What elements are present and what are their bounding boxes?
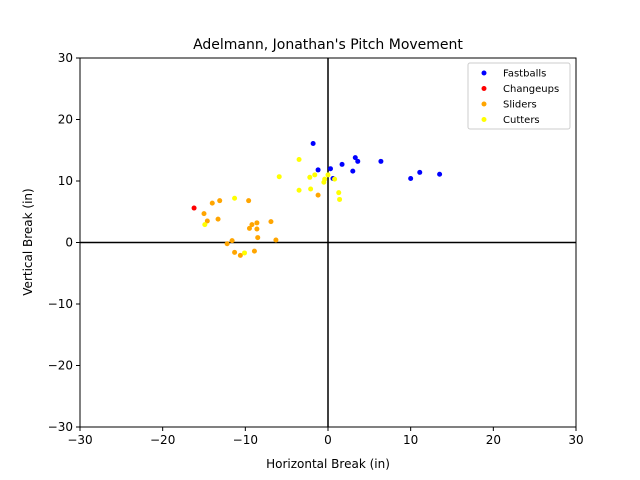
data-point bbox=[325, 172, 331, 178]
data-point bbox=[268, 219, 274, 225]
x-tick-label: −10 bbox=[233, 433, 258, 447]
data-point bbox=[310, 140, 316, 146]
x-tick-label: 30 bbox=[568, 433, 583, 447]
data-point bbox=[307, 174, 313, 180]
y-tick-label: −10 bbox=[48, 297, 73, 311]
data-point bbox=[224, 241, 230, 247]
zero-lines bbox=[80, 58, 576, 427]
legend-label: Changeups bbox=[503, 84, 559, 95]
x-tick-label: −20 bbox=[150, 433, 175, 447]
data-point bbox=[251, 248, 257, 254]
data-point bbox=[312, 172, 318, 178]
data-point bbox=[255, 235, 261, 241]
legend-marker bbox=[481, 101, 487, 107]
data-point bbox=[417, 169, 423, 175]
legend-label: Sliders bbox=[503, 100, 537, 111]
y-tick-label: 10 bbox=[58, 174, 73, 188]
data-point bbox=[296, 187, 302, 193]
data-point bbox=[337, 196, 343, 202]
y-tick-label: 0 bbox=[65, 236, 73, 250]
data-point bbox=[254, 220, 260, 226]
legend-marker bbox=[481, 117, 487, 122]
data-point bbox=[237, 252, 243, 258]
series-changeups bbox=[191, 205, 197, 211]
data-point bbox=[355, 158, 361, 164]
data-point bbox=[246, 198, 252, 204]
data-point bbox=[322, 176, 328, 182]
series-cutters bbox=[202, 156, 343, 256]
y-tick-label: 20 bbox=[58, 113, 73, 127]
data-point bbox=[315, 167, 321, 173]
data-point bbox=[215, 216, 221, 222]
data-point bbox=[296, 156, 302, 162]
data-point bbox=[339, 161, 345, 167]
data-point bbox=[336, 190, 342, 196]
series-sliders bbox=[201, 192, 321, 258]
data-point bbox=[232, 249, 238, 255]
data-point bbox=[242, 250, 248, 256]
x-tick-label: −30 bbox=[67, 433, 92, 447]
legend-marker bbox=[481, 70, 487, 76]
data-point bbox=[254, 226, 260, 232]
data-point bbox=[332, 176, 338, 182]
series-fastballs bbox=[310, 140, 443, 182]
data-points bbox=[191, 140, 443, 258]
legend-marker bbox=[481, 86, 487, 91]
x-axis-label: Horizontal Break (in) bbox=[266, 457, 390, 471]
axis-ticks: −30 −20 −10 0 10 20 30 −30 −20 −10 0 10 20 30 bbox=[48, 51, 584, 447]
legend: Fastballs Changeups Sliders Cutters bbox=[467, 62, 571, 130]
chart-title: Adelmann, Jonathan's Pitch Movement bbox=[193, 37, 463, 53]
x-tick-label: 20 bbox=[486, 433, 501, 447]
data-point bbox=[273, 237, 279, 243]
legend-box bbox=[467, 62, 571, 130]
data-point bbox=[232, 195, 238, 201]
data-point bbox=[352, 155, 358, 161]
plot-frame bbox=[79, 57, 577, 428]
data-point bbox=[202, 222, 208, 228]
data-point bbox=[201, 211, 207, 217]
data-point bbox=[327, 166, 333, 172]
data-point bbox=[217, 198, 223, 204]
data-point bbox=[246, 225, 252, 231]
y-tick-label: −30 bbox=[48, 420, 73, 434]
y-tick-label: −20 bbox=[48, 359, 73, 373]
legend-label: Fastballs bbox=[503, 69, 546, 80]
data-point bbox=[191, 205, 197, 211]
x-tick-label: 0 bbox=[324, 433, 332, 447]
data-point bbox=[378, 158, 384, 164]
data-point bbox=[209, 200, 215, 206]
y-tick-label: 30 bbox=[58, 51, 73, 65]
data-point bbox=[276, 174, 282, 180]
legend-label: Cutters bbox=[503, 115, 540, 126]
data-point bbox=[350, 168, 356, 174]
data-point bbox=[315, 192, 321, 198]
data-point bbox=[229, 238, 235, 244]
data-point bbox=[408, 176, 414, 182]
data-point bbox=[308, 186, 314, 192]
y-axis-label: Vertical Break (in) bbox=[21, 188, 35, 295]
data-point bbox=[204, 218, 210, 224]
x-tick-label: 10 bbox=[403, 433, 418, 447]
data-point bbox=[437, 171, 443, 177]
data-point bbox=[249, 222, 255, 228]
